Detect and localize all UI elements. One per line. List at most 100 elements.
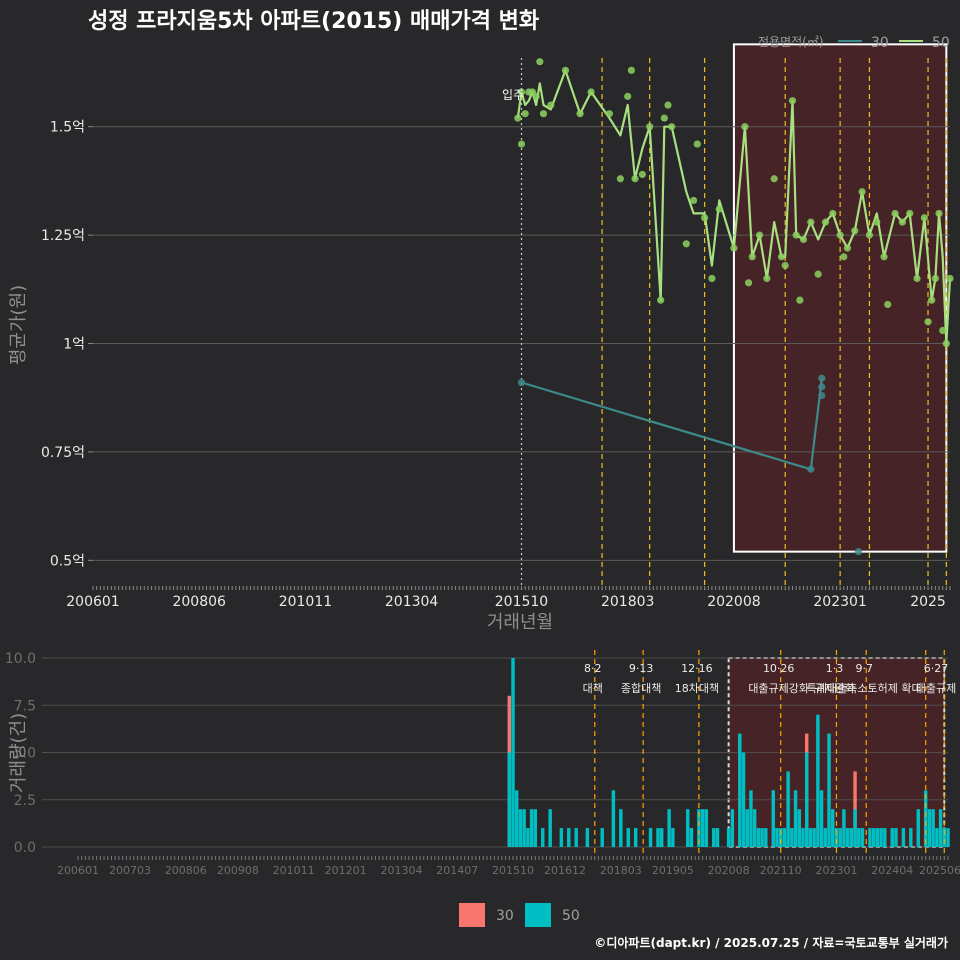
bar-50	[849, 828, 854, 847]
bar-50	[507, 752, 511, 847]
data-point-50	[935, 209, 943, 218]
data-point-50	[708, 274, 716, 283]
bar-50	[648, 828, 653, 847]
data-point-50	[939, 326, 947, 335]
top-x-tick-label: 202008	[707, 594, 760, 610]
bottom-x-tick-label: 201510	[492, 864, 534, 877]
data-point-50	[788, 97, 797, 105]
data-point-50	[536, 58, 544, 66]
top-x-tick-label: 200601	[66, 594, 119, 610]
policy-label-text: 규제완화	[814, 682, 854, 695]
data-point-50	[730, 244, 738, 252]
bar-50	[633, 828, 638, 847]
data-point-50	[605, 110, 613, 118]
bar-50	[585, 828, 590, 847]
legend-label-30: 30	[871, 35, 889, 51]
bottom-x-tick-label: 200703	[109, 864, 151, 877]
bar-50	[819, 790, 824, 847]
caption: ©디아파트(dapt.kr) / 2025.07.25 / 자료=국토교통부 실…	[594, 935, 948, 950]
data-point-50	[741, 123, 749, 131]
bottom-x-tick-label: 202301	[815, 864, 857, 877]
bottom-x-tick-label: 202008	[708, 864, 750, 877]
data-point-50	[913, 274, 921, 283]
bottom-policy-lines: 8·2 대책 9·13 종합대책 12·16 18차대책 10·26 대출규제강화 1·3 규제완…	[583, 650, 956, 858]
data-point-50	[891, 209, 899, 218]
data-point-50	[664, 101, 672, 109]
bottom-x-tick-label: 201304	[380, 864, 422, 877]
bottom-x-tick-label: 201803	[600, 864, 642, 877]
data-point-50	[770, 175, 778, 183]
bottom-axis: 0.0 2.5 5.0 7.5 10.0 200601 200703 200806 200908…	[5, 651, 960, 877]
bar-50	[868, 828, 872, 847]
bar-50	[533, 809, 538, 847]
bar-50	[860, 828, 865, 847]
data-point-30	[807, 465, 815, 473]
bar-50	[515, 790, 519, 847]
policy-label-text: 대출규제	[916, 682, 956, 695]
bar-50	[752, 809, 757, 847]
policy-label-date: 8·2	[584, 662, 602, 675]
bar-50	[771, 790, 775, 847]
policy-label-date: 1·3	[826, 662, 844, 675]
bottom-legend-swatch-30	[459, 903, 485, 927]
legend-label-50: 50	[932, 35, 950, 51]
bar-50	[689, 828, 694, 847]
data-point-50	[777, 253, 786, 261]
policy-label-date: 9·7	[855, 662, 873, 675]
bar-50	[834, 828, 839, 847]
bar-50	[667, 809, 671, 847]
data-point-50	[763, 274, 771, 283]
bar-50	[916, 809, 920, 847]
bar-50	[700, 809, 705, 847]
data-point-50	[638, 170, 646, 179]
top-legend: 전용면적(㎡) 30 50	[758, 35, 950, 51]
bottom-x-tick-label: 201407	[436, 864, 478, 877]
bottom-x-tick-label: 201011	[273, 864, 315, 877]
data-point-50	[657, 296, 665, 304]
data-point-50	[829, 209, 837, 218]
data-point-50	[814, 270, 822, 278]
bar-50	[782, 828, 787, 847]
data-point-50	[796, 296, 804, 304]
data-point-30	[818, 374, 826, 382]
data-point-50	[744, 279, 753, 287]
bar-50	[741, 752, 746, 847]
bar-50	[838, 828, 842, 847]
top-axis: 0.5억 0.75억 1억 1.25억 1.5억 200601 200806 201011 20…	[41, 120, 951, 610]
bar-50	[671, 828, 675, 847]
data-point-50	[821, 218, 830, 226]
bar-50	[883, 828, 887, 847]
bottom-y-tick-label: 7.5	[14, 698, 36, 714]
data-point-50	[799, 235, 808, 244]
data-point-30	[818, 391, 826, 400]
bar-50	[559, 828, 564, 847]
data-point-50	[627, 66, 635, 74]
policy-label-date: 9·13	[629, 662, 654, 675]
top-x-axis-label: 거래년월	[487, 612, 553, 633]
data-point-50	[884, 300, 892, 309]
data-point-50	[521, 110, 529, 118]
data-point-50	[539, 110, 548, 118]
bar-50	[831, 809, 835, 847]
data-point-50	[690, 196, 698, 205]
bar-50	[697, 809, 701, 847]
bottom-legend-label-30: 30	[496, 908, 514, 924]
policy-label-date: 10·26	[763, 662, 795, 675]
data-point-50	[906, 209, 914, 218]
bar-50	[730, 809, 735, 847]
data-point-30	[517, 378, 526, 387]
data-point-50	[807, 218, 815, 226]
data-point-50	[701, 214, 709, 222]
bar-50	[778, 828, 783, 847]
data-point-50	[682, 240, 690, 248]
data-point-50	[920, 214, 928, 222]
data-point-50	[928, 296, 936, 304]
bar-50	[823, 828, 828, 847]
data-point-50	[660, 114, 668, 122]
bottom-x-tick-label: 202110	[760, 864, 802, 877]
bar-50	[790, 828, 794, 847]
bar-50	[656, 828, 660, 847]
bar-50	[879, 828, 883, 847]
bar-50	[756, 828, 761, 847]
